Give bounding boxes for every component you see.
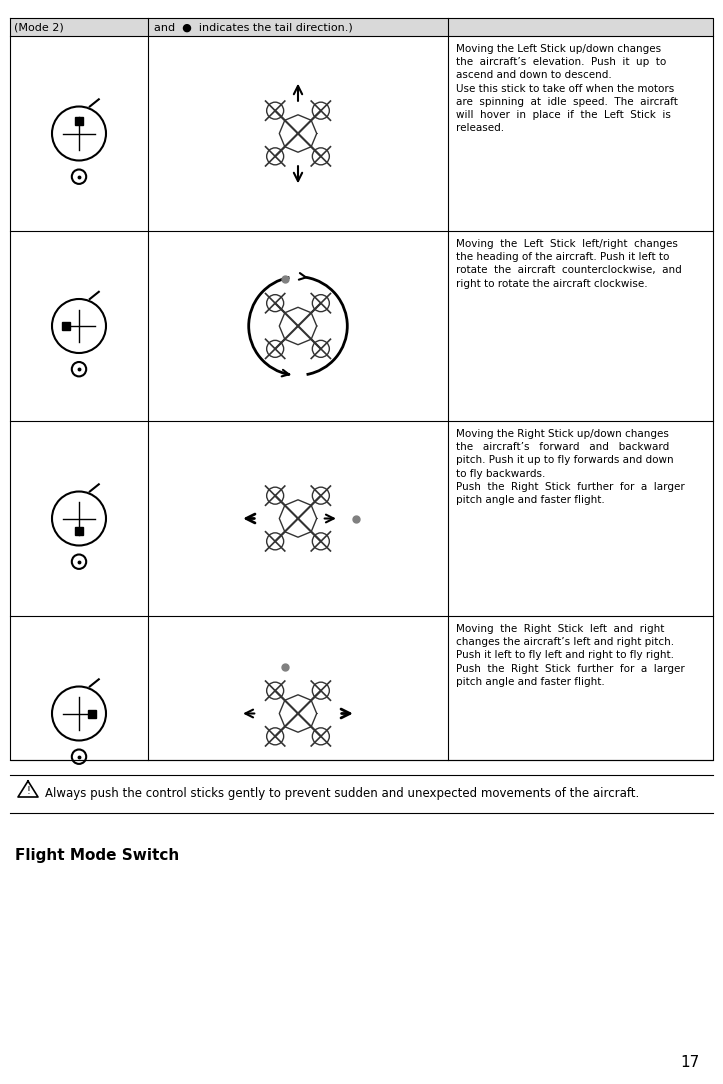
Text: Moving the Left Stick up/down changes
the  aircraft’s  elevation.  Push  it  up : Moving the Left Stick up/down changes th… [456,44,678,133]
Text: Always push the control sticks gently to prevent sudden and unexpected movements: Always push the control sticks gently to… [45,787,639,800]
Text: !: ! [26,786,30,796]
Text: (Mode 2): (Mode 2) [14,22,64,33]
Bar [10,18,713,36]
Text: Moving  the  Right  Stick  left  and  right
changes the aircraft’s left and righ: Moving the Right Stick left and right ch… [456,624,685,687]
Text: Moving the Right Stick up/down changes
the   aircraft’s   forward   and   backwa: Moving the Right Stick up/down changes t… [456,429,685,505]
Text: and  ●  indicates the tail direction.): and ● indicates the tail direction.) [154,22,353,33]
Text: 17: 17 [681,1055,700,1070]
Text: Flight Mode Switch: Flight Mode Switch [15,848,179,863]
Text: Moving  the  Left  Stick  left/right  changes
the heading of the aircraft. Push : Moving the Left Stick left/right changes… [456,238,682,288]
